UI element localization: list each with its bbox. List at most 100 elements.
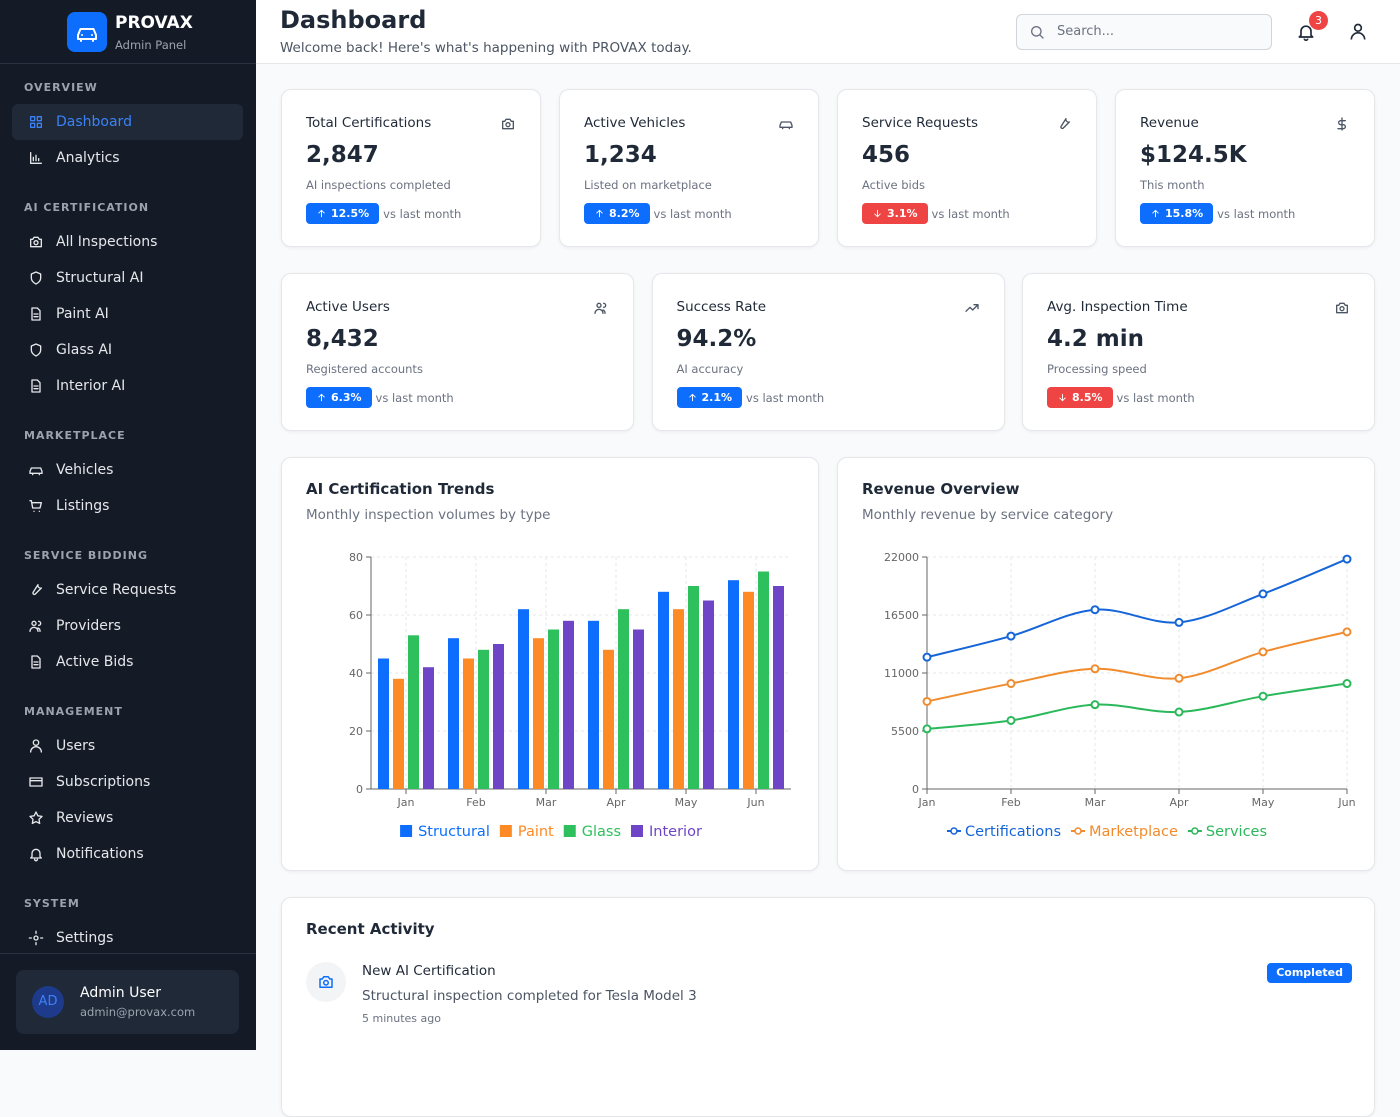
icon-path (30, 271, 42, 285)
stat-value: 8,432 (306, 326, 379, 352)
bar (378, 658, 389, 789)
bar (463, 658, 474, 789)
activity-icon (306, 962, 346, 1002)
nav-label: Dashboard (56, 114, 132, 130)
legend-marker (400, 825, 413, 837)
search-placeholder: Search... (1057, 24, 1115, 39)
stat-label: Revenue (1140, 115, 1199, 131)
change-badge: 15.8% (1140, 203, 1214, 224)
bar (448, 638, 459, 789)
chart-subtitle: Monthly inspection volumes by type (306, 507, 550, 523)
nav-section-title: MARKETPLACE (24, 429, 126, 442)
nav-label: Paint AI (56, 306, 109, 322)
nav-section-title: SERVICE BIDDING (24, 549, 148, 562)
nav-item[interactable]: Settings (12, 920, 243, 953)
icon-path (502, 118, 514, 130)
icon-path (29, 620, 42, 632)
point (1174, 617, 1184, 627)
legend-marker-dot (1074, 827, 1082, 835)
nav-item[interactable]: Interior AI (12, 368, 243, 404)
icon (318, 209, 325, 218)
nav-item[interactable]: Vehicles (12, 452, 243, 488)
bar (658, 591, 669, 789)
nav-item[interactable]: All Inspections (12, 224, 243, 260)
icon (31, 655, 41, 669)
bell-button[interactable] (1296, 22, 1316, 42)
icon-path (30, 343, 42, 357)
nav-item[interactable]: Dashboard (12, 104, 243, 140)
sidebar: PROVAX Admin Panel OVERVIEW Dashboard Anal… (0, 0, 256, 1050)
comparison: vs last month (653, 206, 732, 221)
change-value: 8.2% (609, 207, 640, 220)
legend: Certifications Marketplace Services (946, 824, 1267, 840)
stat-note: Processing speed (1047, 362, 1147, 376)
nav-item[interactable]: Glass AI (12, 332, 243, 368)
icon (596, 209, 603, 218)
point (1090, 700, 1100, 710)
legend-label: Paint (518, 824, 554, 840)
bar (478, 649, 489, 789)
nav-item[interactable]: Listings (12, 488, 243, 524)
y-tick-label: 22000 (884, 551, 919, 564)
icon-path (964, 304, 979, 312)
point (1258, 589, 1268, 599)
chart-title: AI Certification Trends (306, 480, 495, 498)
user-card[interactable]: AD Admin User admin@provax.com (16, 970, 239, 1034)
nav-item[interactable]: Analytics (12, 140, 243, 176)
nav-item[interactable]: Service Requests (12, 572, 243, 608)
legend-marker-dot (1191, 827, 1199, 835)
icon (29, 777, 43, 787)
icon (594, 302, 607, 314)
point (1258, 691, 1268, 701)
point (1006, 631, 1016, 641)
icon (30, 271, 42, 285)
change-value: 3.1% (887, 207, 918, 220)
icon-path (596, 209, 603, 218)
bar (673, 609, 684, 789)
icon-path (31, 655, 41, 669)
nav-item[interactable]: Subscriptions (12, 764, 243, 800)
stat-label: Active Users (306, 299, 390, 315)
comparison: vs last month (746, 390, 825, 405)
change-badge: 2.1% (676, 387, 743, 408)
legend-label: Glass (582, 824, 621, 840)
nav-item[interactable]: Users (12, 728, 243, 764)
bar (423, 667, 434, 789)
icon-path (30, 152, 42, 164)
change-value: 15.8% (1165, 207, 1204, 220)
nav-label: Interior AI (56, 378, 126, 394)
user-button[interactable] (1348, 22, 1368, 42)
icon (30, 116, 42, 128)
search-box[interactable]: Search... (1016, 14, 1272, 50)
icon (688, 393, 696, 402)
icon (1059, 393, 1066, 402)
icon (29, 811, 43, 825)
activity-title: Recent Activity (306, 920, 435, 938)
stat-change: 8.2% vs last month (584, 203, 732, 224)
nav-label: Glass AI (56, 342, 113, 358)
logo-icon (77, 28, 97, 42)
icon-path (31, 379, 41, 393)
y-tick-label: 60 (349, 609, 363, 622)
legend-marker-dot (950, 827, 958, 835)
icon-path (319, 976, 333, 988)
nav-item[interactable]: Reviews (12, 800, 243, 836)
point (1006, 679, 1016, 689)
point (1342, 627, 1352, 637)
nav-item[interactable]: Notifications (12, 836, 243, 872)
point (1174, 673, 1184, 683)
stat-label: Avg. Inspection Time (1047, 299, 1188, 315)
point (1090, 664, 1100, 674)
nav-item[interactable]: Active Bids (12, 644, 243, 680)
stat-change: 2.1% vs last month (676, 387, 825, 408)
nav-item[interactable]: Providers (12, 608, 243, 644)
icon-path (688, 393, 696, 402)
bar (743, 591, 754, 789)
icon (964, 304, 979, 312)
legend-marker (563, 825, 576, 837)
nav-item[interactable]: Paint AI (12, 296, 243, 332)
bar (588, 620, 599, 789)
nav-item[interactable]: Structural AI (12, 260, 243, 296)
icon-path (1060, 118, 1070, 130)
stat-change: 3.1% vs last month (862, 203, 1010, 224)
